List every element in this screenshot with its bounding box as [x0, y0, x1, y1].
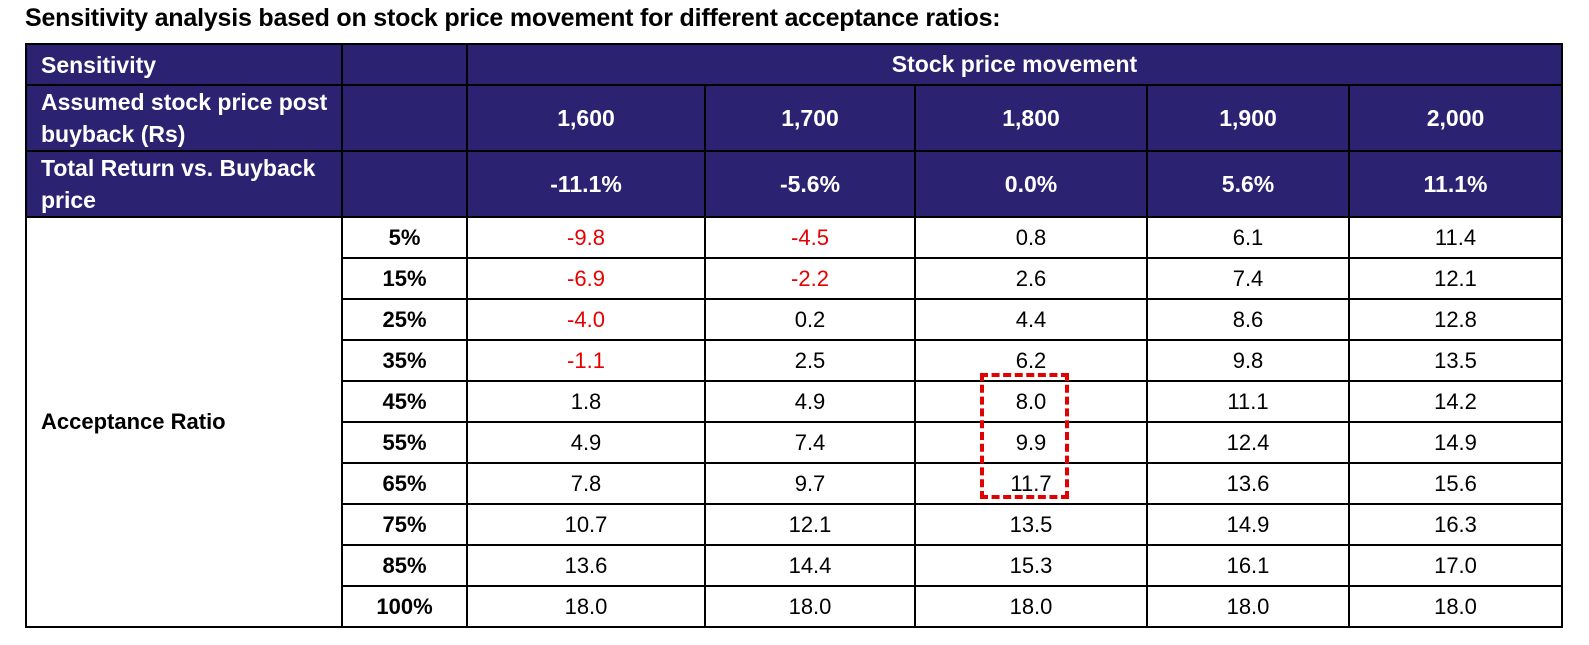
header-row-sensitivity: Sensitivity Stock price movement [25, 43, 1563, 86]
price-header-cell: 1,900 [1146, 84, 1350, 152]
value-cell: 13.5 [914, 503, 1148, 546]
return-header-cell: -5.6% [704, 150, 916, 218]
value-cell: 4.4 [914, 298, 1148, 341]
price-header-cell: 1,800 [914, 84, 1148, 152]
price-header-cell: 1,600 [466, 84, 706, 152]
value-cell: 9.7 [704, 462, 916, 505]
value-cell: 18.0 [1146, 585, 1350, 628]
value-cell: 4.9 [704, 380, 916, 423]
value-cell: -6.9 [466, 257, 706, 300]
value-cell: 0.8 [914, 216, 1148, 259]
value-cell: 15.6 [1348, 462, 1563, 505]
acceptance-ratio-cell: 25% [341, 298, 468, 341]
acceptance-ratio-cell: 100% [341, 585, 468, 628]
acceptance-ratio-cell: 85% [341, 544, 468, 587]
value-cell: 17.0 [1348, 544, 1563, 587]
acceptance-ratio-label: Acceptance Ratio [25, 216, 343, 628]
header-blank-cell [341, 84, 468, 152]
value-cell: 14.9 [1348, 421, 1563, 464]
value-cell: -9.8 [466, 216, 706, 259]
price-header-cell: 1,700 [704, 84, 916, 152]
value-cell: 15.3 [914, 544, 1148, 587]
sensitivity-table: Sensitivity Stock price movement Assumed… [25, 43, 1563, 628]
table-row: 85% 13.6 14.4 15.3 16.1 17.0 [26, 544, 1563, 587]
value-cell: 0.2 [704, 298, 916, 341]
value-cell: 12.4 [1146, 421, 1350, 464]
value-cell: 18.0 [1348, 585, 1563, 628]
value-cell: -4.5 [704, 216, 916, 259]
value-cell: 13.5 [1348, 339, 1563, 382]
table-row: 55% 4.9 7.4 9.9 12.4 14.9 [26, 421, 1563, 464]
value-cell: 12.8 [1348, 298, 1563, 341]
value-cell: 9.9 [914, 421, 1148, 464]
value-cell: 6.1 [1146, 216, 1350, 259]
return-header-cell: 11.1% [1348, 150, 1563, 218]
header-row-prices: Assumed stock price post buyback (Rs) 1,… [25, 84, 1563, 152]
value-cell: 18.0 [704, 585, 916, 628]
value-cell: 8.0 [914, 380, 1148, 423]
value-cell: 4.9 [466, 421, 706, 464]
value-cell: 9.8 [1146, 339, 1350, 382]
value-cell: 2.6 [914, 257, 1148, 300]
header-blank-cell [341, 43, 468, 86]
page-title: Sensitivity analysis based on stock pric… [25, 4, 1001, 32]
acceptance-ratio-cell: 35% [341, 339, 468, 382]
sensitivity-label: Sensitivity [25, 43, 343, 86]
stock-price-movement-label: Stock price movement [466, 43, 1563, 86]
return-header-cell: -11.1% [466, 150, 706, 218]
acceptance-ratio-cell: 65% [341, 462, 468, 505]
acceptance-ratio-cell: 55% [341, 421, 468, 464]
value-cell: -1.1 [466, 339, 706, 382]
table-row: 65% 7.8 9.7 11.7 13.6 15.6 [26, 462, 1563, 505]
value-cell: -4.0 [466, 298, 706, 341]
price-row-label: Assumed stock price post buyback (Rs) [25, 84, 343, 152]
value-cell: 14.4 [704, 544, 916, 587]
value-cell: 14.9 [1146, 503, 1350, 546]
value-cell: 12.1 [704, 503, 916, 546]
table-row: 35% -1.1 2.5 6.2 9.8 13.5 [26, 339, 1563, 382]
value-cell: 6.2 [914, 339, 1148, 382]
value-cell: 16.3 [1348, 503, 1563, 546]
return-header-cell: 0.0% [914, 150, 1148, 218]
table-row: 100% 18.0 18.0 18.0 18.0 18.0 [26, 585, 1563, 628]
header-row-returns: Total Return vs. Buyback price -11.1% -5… [25, 150, 1563, 218]
value-cell: 11.1 [1146, 380, 1350, 423]
acceptance-ratio-cell: 45% [341, 380, 468, 423]
value-cell: 12.1 [1348, 257, 1563, 300]
header-blank-cell [341, 150, 468, 218]
table-row: 25% -4.0 0.2 4.4 8.6 12.8 [26, 298, 1563, 341]
acceptance-ratio-cell: 5% [341, 216, 468, 259]
value-cell: 13.6 [1146, 462, 1350, 505]
value-cell: 7.4 [704, 421, 916, 464]
value-cell: 7.4 [1146, 257, 1350, 300]
value-cell: 14.2 [1348, 380, 1563, 423]
value-cell: 18.0 [914, 585, 1148, 628]
table-row: 45% 1.8 4.9 8.0 11.1 14.2 [26, 380, 1563, 423]
table-row: 75% 10.7 12.1 13.5 14.9 16.3 [26, 503, 1563, 546]
return-row-label: Total Return vs. Buyback price [25, 150, 343, 218]
value-cell: 11.7 [914, 462, 1148, 505]
value-cell: 8.6 [1146, 298, 1350, 341]
table-row: Acceptance Ratio 5% -9.8 -4.5 0.8 6.1 11.4 [25, 216, 1563, 628]
acceptance-ratio-cell: 15% [341, 257, 468, 300]
value-cell: 11.4 [1348, 216, 1563, 259]
table-row: 15% -6.9 -2.2 2.6 7.4 12.1 [26, 257, 1563, 300]
value-cell: 1.8 [466, 380, 706, 423]
value-cell: 10.7 [466, 503, 706, 546]
value-cell: 18.0 [466, 585, 706, 628]
value-cell: 7.8 [466, 462, 706, 505]
value-cell: 2.5 [704, 339, 916, 382]
return-header-cell: 5.6% [1146, 150, 1350, 218]
value-cell: 16.1 [1146, 544, 1350, 587]
value-cell: 13.6 [466, 544, 706, 587]
value-cell: -2.2 [704, 257, 916, 300]
price-header-cell: 2,000 [1348, 84, 1563, 152]
acceptance-ratio-cell: 75% [341, 503, 468, 546]
